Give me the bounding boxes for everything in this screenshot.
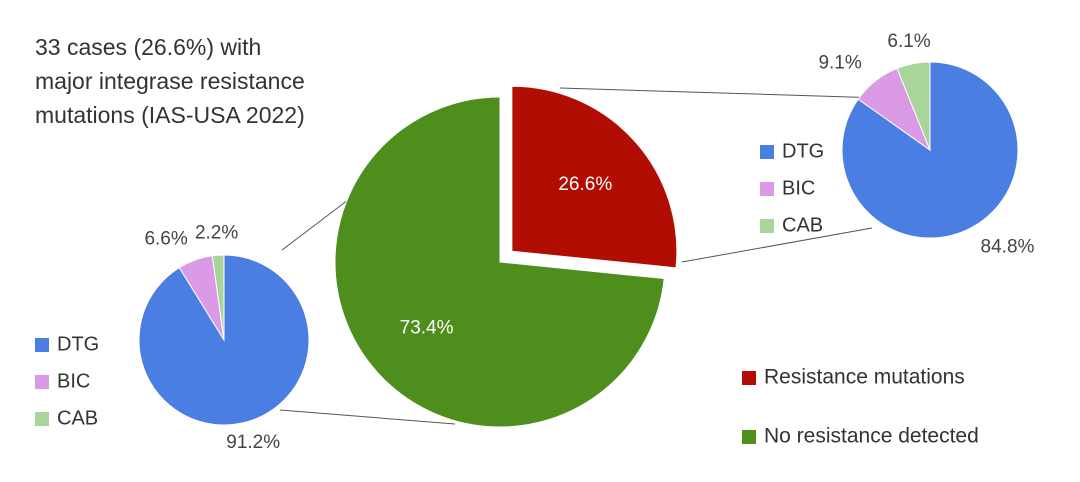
pie-slice — [896, 61, 931, 151]
value-label: 26.6% — [558, 174, 612, 195]
connector — [281, 199, 349, 251]
pie-slice — [511, 85, 678, 269]
value-label: 6.6% — [144, 228, 187, 249]
pie-slice — [334, 96, 665, 428]
value-label: 84.8% — [981, 237, 1035, 258]
legend-swatch — [760, 145, 774, 159]
value-label: 6.1% — [887, 31, 930, 52]
pie-slice — [211, 254, 225, 341]
legend-swatch — [742, 371, 756, 385]
connector — [681, 227, 873, 263]
connector — [559, 87, 883, 99]
legend-label: DTG — [782, 140, 824, 162]
annotation: mutations (IAS-USA 2022) — [35, 102, 305, 128]
pie-slice — [841, 61, 1019, 239]
value-label: 73.4% — [400, 317, 454, 338]
legend-label: Resistance mutations — [764, 366, 965, 389]
value-label: 91.2% — [226, 432, 280, 453]
annotation: major integrase resistance — [35, 68, 305, 94]
legend-label: CAB — [57, 407, 98, 429]
legend-swatch — [35, 412, 49, 426]
annotation: 33 cases (26.6%) with — [35, 34, 261, 60]
legend-swatch — [742, 430, 756, 444]
value-label: 9.1% — [818, 53, 861, 74]
legend-swatch — [35, 338, 49, 352]
legend-swatch — [760, 182, 774, 196]
legend-label: DTG — [57, 333, 99, 355]
legend-swatch — [760, 219, 774, 233]
legend-label: No resistance detected — [764, 425, 979, 448]
connector — [279, 409, 456, 425]
value-label: 2.2% — [195, 222, 238, 243]
legend-label: CAB — [782, 214, 823, 236]
legend-swatch — [35, 375, 49, 389]
legend-label: BIC — [57, 370, 90, 392]
legend-label: BIC — [782, 177, 815, 199]
